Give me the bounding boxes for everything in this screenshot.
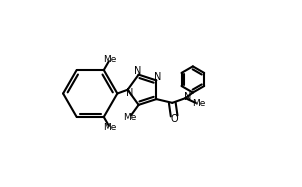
- Text: N: N: [154, 72, 161, 82]
- Text: N: N: [134, 66, 141, 76]
- Text: O: O: [170, 114, 178, 124]
- Text: N: N: [126, 88, 133, 98]
- Text: Me: Me: [103, 123, 117, 132]
- Text: Me: Me: [124, 113, 137, 122]
- Text: N: N: [184, 92, 191, 102]
- Text: Me: Me: [192, 99, 206, 108]
- Text: Me: Me: [103, 55, 117, 64]
